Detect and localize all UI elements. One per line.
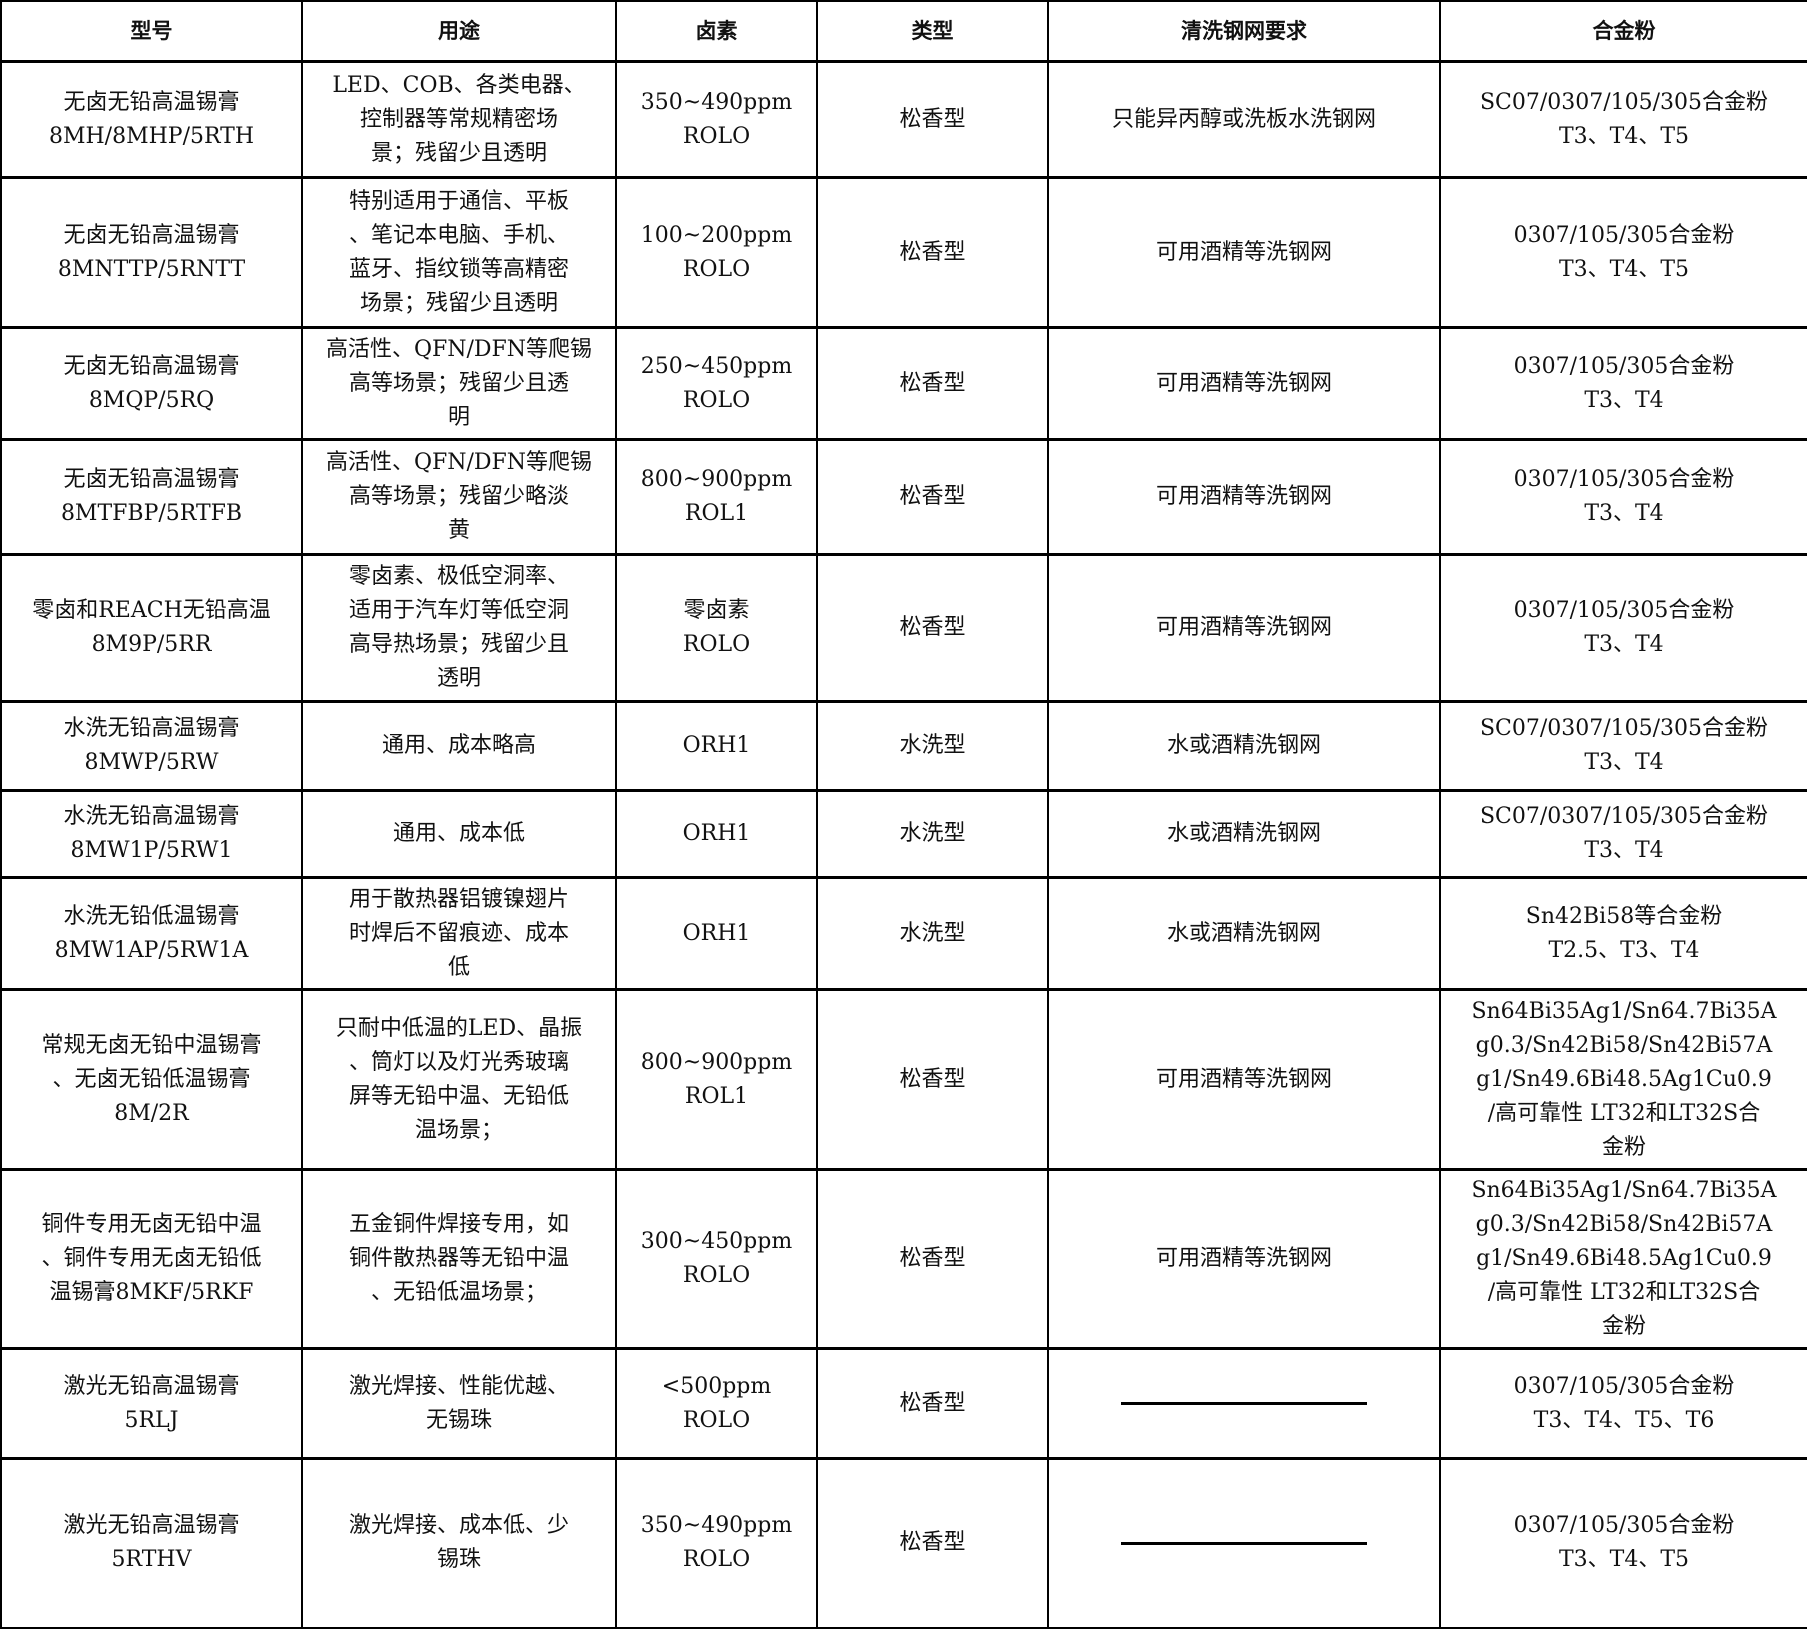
cell-alloy-powder: Sn42Bi58等合金粉 T2.5、T3、T4	[1439, 876, 1807, 991]
header-alloy-powder: 合金粉	[1439, 0, 1807, 63]
cell-stencil-cleaning: 水或酒精洗钢网	[1047, 700, 1441, 792]
cell-type: 水洗型	[816, 789, 1049, 879]
cell-usage: 高活性、QFN/DFN等爬锡 高等场景；残留少略淡 黄	[301, 438, 617, 556]
cell-type: 松香型	[816, 176, 1049, 329]
cell-model: 无卤无铅高温锡膏 8MTFBP/5RTFB	[0, 438, 303, 556]
header-stencil-cleaning: 清洗钢网要求	[1047, 0, 1441, 63]
cell-stencil-cleaning: 水或酒精洗钢网	[1047, 876, 1441, 991]
cell-alloy-powder: 0307/105/305合金粉 T3、T4	[1439, 326, 1807, 441]
table-row: 水洗无铅高温锡膏 8MW1P/5RW1 通用、成本低 ORH1 水洗型 水或酒精洗钢网 S…	[0, 789, 1807, 879]
cell-halogen: 800~900ppm ROL1	[615, 988, 818, 1171]
cell-usage: 五金铜件焊接专用，如 铜件散热器等无铅中温 、无铅低温场景；	[301, 1168, 617, 1350]
cell-halogen: 100~200ppm ROLO	[615, 176, 818, 329]
cell-alloy-powder: 0307/105/305合金粉 T3、T4	[1439, 553, 1807, 703]
dash-line	[1121, 1402, 1367, 1405]
cell-type: 松香型	[816, 1168, 1049, 1350]
cell-alloy-powder: SC07/0307/105/305合金粉 T3、T4	[1439, 789, 1807, 879]
cell-model: 无卤无铅高温锡膏 8MQP/5RQ	[0, 326, 303, 441]
cell-model: 水洗无铅高温锡膏 8MWP/5RW	[0, 700, 303, 792]
table-row: 水洗无铅低温锡膏 8MW1AP/5RW1A 用于散热器铝镀镍翅片 时焊后不留痕迹、…	[0, 876, 1807, 991]
cell-type: 水洗型	[816, 876, 1049, 991]
table-row: 无卤无铅高温锡膏 8MTFBP/5RTFB 高活性、QFN/DFN等爬锡 高等场景…	[0, 438, 1807, 556]
table-row: 零卤和REACH无铅高温 8M9P/5RR 零卤素、极低空洞率、 适用于汽车灯等低…	[0, 553, 1807, 703]
cell-model: 常规无卤无铅中温锡膏 、无卤无铅低温锡膏 8M/2R	[0, 988, 303, 1171]
cell-stencil-cleaning: 可用酒精等洗钢网	[1047, 326, 1441, 441]
dash-line	[1121, 1541, 1367, 1545]
cell-usage: LED、COB、各类电器、 控制器等常规精密场 景；残留少且透明	[301, 60, 617, 179]
cell-usage: 激光焊接、性能优越、 无锡珠	[301, 1347, 617, 1460]
cell-halogen: <500ppm ROLO	[615, 1347, 818, 1460]
cell-usage: 用于散热器铝镀镍翅片 时焊后不留痕迹、成本 低	[301, 876, 617, 991]
cell-type: 松香型	[816, 60, 1049, 179]
cell-halogen: 350~490ppm ROLO	[615, 1457, 818, 1629]
table-row: 激光无铅高温锡膏 5RLJ 激光焊接、性能优越、 无锡珠 <500ppm ROLO 松…	[0, 1347, 1807, 1460]
cell-model: 无卤无铅高温锡膏 8MH/8MHP/5RTH	[0, 60, 303, 179]
cell-usage: 激光焊接、成本低、少 锡珠	[301, 1457, 617, 1629]
cell-type: 松香型	[816, 1347, 1049, 1460]
cell-model: 水洗无铅高温锡膏 8MW1P/5RW1	[0, 789, 303, 879]
cell-model: 零卤和REACH无铅高温 8M9P/5RR	[0, 553, 303, 703]
cell-stencil-cleaning	[1047, 1347, 1441, 1460]
cell-usage: 零卤素、极低空洞率、 适用于汽车灯等低空洞 高导热场景；残留少且 透明	[301, 553, 617, 703]
table-row: 铜件专用无卤无铅中温 、铜件专用无卤无铅低 温锡膏8MKF/5RKF 五金铜件焊接…	[0, 1168, 1807, 1350]
cell-type: 松香型	[816, 326, 1049, 441]
cell-type: 松香型	[816, 1457, 1049, 1629]
table-row: 无卤无铅高温锡膏 8MNTTP/5RNTT 特别适用于通信、平板 、笔记本电脑、手…	[0, 176, 1807, 329]
cell-halogen: 零卤素 ROLO	[615, 553, 818, 703]
header-row: 型号 用途 卤素 类型 清洗钢网要求 合金粉	[0, 0, 1807, 63]
cell-stencil-cleaning: 水或酒精洗钢网	[1047, 789, 1441, 879]
cell-stencil-cleaning: 可用酒精等洗钢网	[1047, 988, 1441, 1171]
cell-type: 松香型	[816, 438, 1049, 556]
cell-halogen: 300~450ppm ROLO	[615, 1168, 818, 1350]
cell-usage: 特别适用于通信、平板 、笔记本电脑、手机、 蓝牙、指纹锁等高精密 场景；残留少且…	[301, 176, 617, 329]
cell-alloy-powder: 0307/105/305合金粉 T3、T4、T5	[1439, 176, 1807, 329]
cell-stencil-cleaning: 可用酒精等洗钢网	[1047, 553, 1441, 703]
header-model: 型号	[0, 0, 303, 63]
cell-alloy-powder: Sn64Bi35Ag1/Sn64.7Bi35A g0.3/Sn42Bi58/Sn…	[1439, 988, 1807, 1171]
cell-alloy-powder: 0307/105/305合金粉 T3、T4、T5、T6	[1439, 1347, 1807, 1460]
cell-alloy-powder: Sn64Bi35Ag1/Sn64.7Bi35A g0.3/Sn42Bi58/Sn…	[1439, 1168, 1807, 1350]
table-row: 激光无铅高温锡膏 5RTHV 激光焊接、成本低、少 锡珠 350~490ppm RO…	[0, 1457, 1807, 1629]
cell-stencil-cleaning: 可用酒精等洗钢网	[1047, 176, 1441, 329]
cell-alloy-powder: 0307/105/305合金粉 T3、T4、T5	[1439, 1457, 1807, 1629]
table-row: 常规无卤无铅中温锡膏 、无卤无铅低温锡膏 8M/2R 只耐中低温的LED、晶振 、…	[0, 988, 1807, 1171]
cell-type: 松香型	[816, 553, 1049, 703]
header-usage: 用途	[301, 0, 617, 63]
cell-model: 无卤无铅高温锡膏 8MNTTP/5RNTT	[0, 176, 303, 329]
table-row: 水洗无铅高温锡膏 8MWP/5RW 通用、成本略高 ORH1 水洗型 水或酒精洗钢网 SC…	[0, 700, 1807, 792]
cell-model: 激光无铅高温锡膏 5RTHV	[0, 1457, 303, 1629]
cell-stencil-cleaning: 只能异丙醇或洗板水洗钢网	[1047, 60, 1441, 179]
header-halogen: 卤素	[615, 0, 818, 63]
cell-alloy-powder: SC07/0307/105/305合金粉 T3、T4	[1439, 700, 1807, 792]
cell-halogen: 800~900ppm ROL1	[615, 438, 818, 556]
cell-stencil-cleaning: 可用酒精等洗钢网	[1047, 438, 1441, 556]
cell-halogen: ORH1	[615, 700, 818, 792]
cell-stencil-cleaning: 可用酒精等洗钢网	[1047, 1168, 1441, 1350]
cell-model: 水洗无铅低温锡膏 8MW1AP/5RW1A	[0, 876, 303, 991]
cell-alloy-powder: SC07/0307/105/305合金粉 T3、T4、T5	[1439, 60, 1807, 179]
cell-stencil-cleaning	[1047, 1457, 1441, 1629]
cell-type: 水洗型	[816, 700, 1049, 792]
cell-halogen: ORH1	[615, 876, 818, 991]
cell-usage: 通用、成本略高	[301, 700, 617, 792]
cell-halogen: 250~450ppm ROLO	[615, 326, 818, 441]
table-row: 无卤无铅高温锡膏 8MH/8MHP/5RTH LED、COB、各类电器、 控制器等…	[0, 60, 1807, 179]
cell-model: 激光无铅高温锡膏 5RLJ	[0, 1347, 303, 1460]
cell-usage: 通用、成本低	[301, 789, 617, 879]
table-row: 无卤无铅高温锡膏 8MQP/5RQ 高活性、QFN/DFN等爬锡 高等场景；残留少…	[0, 326, 1807, 441]
cell-halogen: 350~490ppm ROLO	[615, 60, 818, 179]
cell-type: 松香型	[816, 988, 1049, 1171]
cell-usage: 只耐中低温的LED、晶振 、筒灯以及灯光秀玻璃 屏等无铅中温、无铅低 温场景；	[301, 988, 617, 1171]
cell-alloy-powder: 0307/105/305合金粉 T3、T4	[1439, 438, 1807, 556]
cell-model: 铜件专用无卤无铅中温 、铜件专用无卤无铅低 温锡膏8MKF/5RKF	[0, 1168, 303, 1350]
cell-halogen: ORH1	[615, 789, 818, 879]
cell-usage: 高活性、QFN/DFN等爬锡 高等场景；残留少且透 明	[301, 326, 617, 441]
header-type: 类型	[816, 0, 1049, 63]
